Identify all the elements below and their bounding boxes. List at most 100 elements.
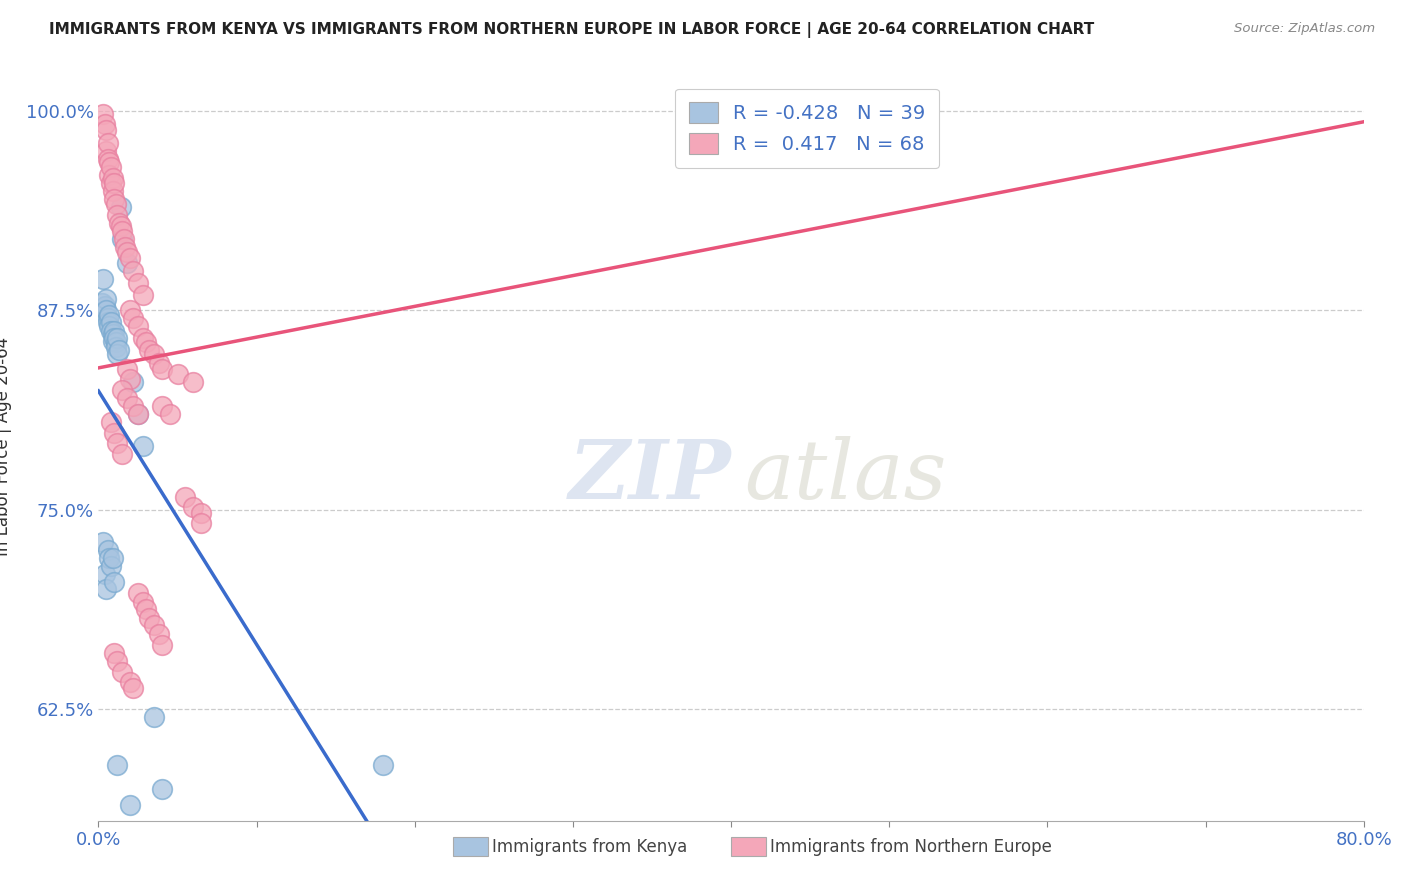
Point [107, 346, 129, 360]
Point [107, 435, 129, 450]
Point [120, 372, 141, 386]
Point [97, 311, 120, 326]
Point [120, 251, 141, 265]
Point [122, 399, 145, 413]
Point [100, 415, 122, 429]
Point [122, 263, 145, 277]
Point [111, 232, 134, 246]
Point [107, 208, 129, 222]
Point [183, 500, 205, 514]
Point [103, 574, 125, 589]
Text: Immigrants from Northern Europe: Immigrants from Northern Europe [770, 838, 1052, 855]
Point [98, 550, 121, 565]
Point [150, 362, 173, 376]
Point [127, 277, 149, 291]
Point [93, 566, 117, 581]
Point [107, 330, 129, 344]
Point [127, 585, 149, 599]
Point [110, 200, 132, 214]
Point [103, 646, 125, 660]
Point [97, 152, 120, 166]
Point [120, 797, 141, 812]
Point [132, 287, 155, 301]
Point [103, 176, 125, 190]
Point [101, 327, 124, 342]
Text: Source: ZipAtlas.com: Source: ZipAtlas.com [1234, 22, 1375, 36]
Point [96, 582, 118, 597]
Point [100, 176, 122, 190]
Point [150, 781, 173, 796]
Point [90, 295, 112, 310]
Point [103, 426, 125, 441]
Point [120, 675, 141, 690]
Point [115, 255, 138, 269]
Point [103, 324, 125, 338]
Point [115, 362, 138, 376]
Point [97, 315, 120, 329]
Point [135, 601, 157, 615]
Point [108, 216, 131, 230]
Point [96, 123, 118, 137]
Point [98, 319, 121, 334]
Point [104, 335, 127, 350]
Point [150, 399, 173, 413]
Point [190, 506, 212, 520]
Point [148, 356, 170, 370]
Point [98, 308, 121, 322]
Text: Immigrants from Kenya: Immigrants from Kenya [492, 838, 688, 855]
Point [100, 324, 122, 338]
Point [115, 391, 138, 405]
Point [190, 516, 212, 530]
Point [96, 303, 118, 318]
Point [91, 107, 114, 121]
Text: ZIP: ZIP [568, 436, 731, 516]
Point [98, 168, 121, 182]
Point [93, 299, 117, 313]
Point [97, 136, 120, 150]
Point [97, 542, 120, 557]
Point [91, 534, 114, 549]
Point [138, 343, 160, 358]
Point [174, 490, 197, 504]
Point [107, 654, 129, 668]
Point [110, 219, 132, 233]
Point [122, 681, 145, 696]
Point [103, 192, 125, 206]
Point [100, 315, 122, 329]
Point [127, 407, 149, 421]
Point [166, 368, 188, 382]
Point [688, 128, 710, 142]
Point [120, 303, 141, 318]
Point [111, 383, 134, 397]
Y-axis label: In Labor Force | Age 20-64: In Labor Force | Age 20-64 [0, 336, 11, 556]
Point [96, 293, 118, 307]
Point [104, 196, 127, 211]
Point [183, 376, 205, 390]
Point [101, 550, 124, 565]
Point [132, 595, 155, 609]
Point [127, 407, 149, 421]
Point [142, 710, 165, 724]
Point [159, 407, 181, 421]
Point [132, 439, 155, 453]
Point [132, 330, 155, 344]
Point [91, 271, 114, 285]
Point [98, 155, 121, 169]
Point [93, 117, 117, 131]
Point [122, 311, 145, 326]
Point [104, 340, 127, 354]
Point [112, 232, 135, 246]
Point [142, 346, 165, 360]
Point [101, 184, 124, 198]
Point [108, 343, 131, 358]
Point [127, 319, 149, 334]
Legend: R = -0.428   N = 39, R =  0.417   N = 68: R = -0.428 N = 39, R = 0.417 N = 68 [675, 88, 939, 168]
Point [371, 757, 394, 772]
Point [150, 638, 173, 652]
Point [103, 330, 125, 344]
Point [799, 112, 821, 127]
Point [122, 376, 145, 390]
Point [101, 171, 124, 186]
Text: IMMIGRANTS FROM KENYA VS IMMIGRANTS FROM NORTHERN EUROPE IN LABOR FORCE | AGE 20: IMMIGRANTS FROM KENYA VS IMMIGRANTS FROM… [49, 22, 1094, 38]
Point [101, 334, 124, 348]
